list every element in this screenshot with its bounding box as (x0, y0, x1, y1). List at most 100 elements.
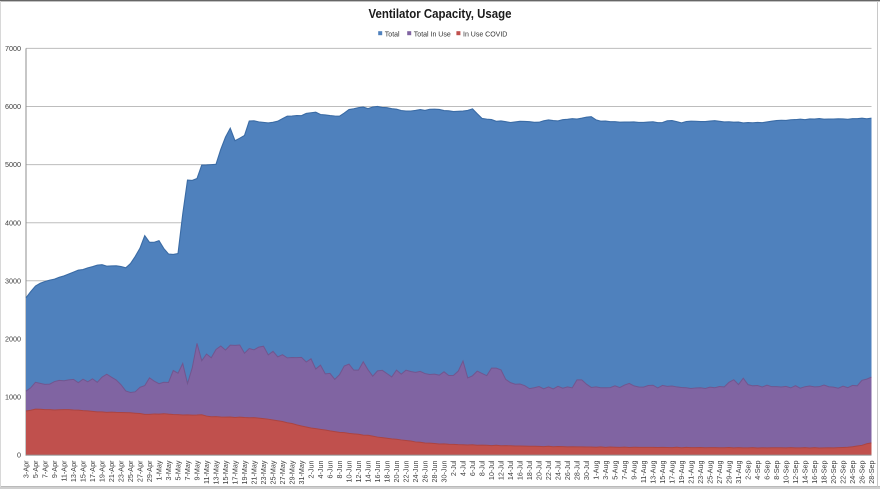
svg-text:14-Jul: 14-Jul (506, 460, 515, 480)
svg-text:4000: 4000 (5, 218, 21, 227)
svg-text:5-Aug: 5-Aug (611, 461, 620, 480)
svg-text:27-Apr: 27-Apr (136, 460, 145, 482)
svg-text:29-Aug: 29-Aug (725, 461, 734, 484)
svg-text:3000: 3000 (5, 276, 21, 285)
svg-text:24-Jul: 24-Jul (554, 460, 563, 480)
svg-text:24-Jun: 24-Jun (411, 461, 420, 483)
svg-text:18-Jul: 18-Jul (525, 460, 534, 480)
svg-text:23-Apr: 23-Apr (117, 460, 126, 482)
svg-text:14-Jun: 14-Jun (364, 461, 373, 483)
svg-text:28-Jul: 28-Jul (573, 460, 582, 480)
svg-text:8-Jul: 8-Jul (478, 460, 487, 476)
svg-text:13-May: 13-May (212, 460, 221, 484)
svg-text:13-Aug: 13-Aug (649, 461, 658, 484)
svg-text:17-Apr: 17-Apr (88, 460, 97, 482)
svg-text:18-Sep: 18-Sep (820, 461, 829, 484)
svg-text:Ventilator Capacity, Usage: Ventilator Capacity, Usage (369, 6, 512, 21)
svg-text:In Use COVID: In Use COVID (463, 31, 507, 38)
svg-text:28-Jun: 28-Jun (430, 461, 439, 483)
svg-text:5-Apr: 5-Apr (31, 460, 40, 478)
svg-text:20-Jun: 20-Jun (392, 461, 401, 483)
svg-text:17-May: 17-May (231, 460, 240, 484)
svg-text:16-Jun: 16-Jun (373, 461, 382, 483)
svg-text:20-Jul: 20-Jul (535, 460, 544, 480)
svg-text:9-Aug: 9-Aug (630, 461, 639, 480)
svg-text:22-Jun: 22-Jun (402, 461, 411, 483)
svg-text:5-May: 5-May (174, 460, 183, 480)
svg-text:10-Jun: 10-Jun (345, 461, 354, 483)
svg-text:30-Jul: 30-Jul (582, 460, 591, 480)
svg-text:6-Jun: 6-Jun (326, 461, 335, 479)
svg-text:27-May: 27-May (278, 460, 287, 484)
svg-text:28-Sep: 28-Sep (867, 461, 876, 484)
svg-text:14-Sep: 14-Sep (801, 461, 810, 484)
svg-text:13-Apr: 13-Apr (69, 460, 78, 482)
svg-text:31-May: 31-May (297, 460, 306, 484)
svg-text:11-Aug: 11-Aug (639, 461, 648, 484)
svg-text:26-Jul: 26-Jul (563, 460, 572, 480)
svg-text:16-Jul: 16-Jul (516, 460, 525, 480)
svg-text:5000: 5000 (5, 160, 21, 169)
svg-text:2-Jul: 2-Jul (449, 460, 458, 476)
svg-text:9-May: 9-May (193, 460, 202, 480)
svg-text:12-Jun: 12-Jun (354, 461, 363, 483)
svg-text:2-Jun: 2-Jun (307, 461, 316, 479)
svg-text:8-Sep: 8-Sep (772, 461, 781, 480)
svg-text:11-May: 11-May (202, 460, 211, 484)
svg-text:7-Aug: 7-Aug (620, 461, 629, 480)
svg-text:0: 0 (17, 451, 21, 460)
svg-text:3-May: 3-May (164, 460, 173, 480)
svg-text:25-Apr: 25-Apr (126, 460, 135, 482)
svg-text:19-Apr: 19-Apr (98, 460, 107, 482)
svg-text:20-Sep: 20-Sep (829, 461, 838, 484)
svg-text:21-Apr: 21-Apr (107, 460, 116, 482)
svg-text:1-Aug: 1-Aug (592, 461, 601, 480)
svg-text:2-Sep: 2-Sep (744, 461, 753, 480)
svg-text:15-Apr: 15-Apr (79, 460, 88, 482)
svg-text:21-May: 21-May (250, 460, 259, 484)
svg-text:1000: 1000 (5, 393, 21, 402)
svg-text:18-Jun: 18-Jun (383, 461, 392, 483)
svg-text:19-Aug: 19-Aug (677, 461, 686, 484)
svg-text:23-May: 23-May (259, 460, 268, 484)
svg-text:Total: Total (385, 31, 400, 38)
svg-text:31-Aug: 31-Aug (734, 461, 743, 484)
svg-text:10-Jul: 10-Jul (487, 460, 496, 480)
svg-text:16-Sep: 16-Sep (810, 461, 819, 484)
svg-text:4-Jun: 4-Jun (316, 461, 325, 479)
svg-text:25-May: 25-May (269, 460, 278, 484)
svg-text:6000: 6000 (5, 102, 21, 111)
svg-text:22-Sep: 22-Sep (839, 461, 848, 484)
svg-text:Total In Use: Total In Use (414, 31, 451, 38)
svg-text:7000: 7000 (5, 44, 21, 53)
svg-text:29-Apr: 29-Apr (145, 460, 154, 482)
svg-text:3-Apr: 3-Apr (22, 460, 31, 478)
svg-text:24-Sep: 24-Sep (848, 461, 857, 484)
svg-text:26-Sep: 26-Sep (858, 461, 867, 484)
svg-text:11-Apr: 11-Apr (60, 460, 69, 482)
svg-text:6-Sep: 6-Sep (763, 461, 772, 480)
svg-text:6-Jul: 6-Jul (468, 460, 477, 476)
svg-text:12-Jul: 12-Jul (497, 460, 506, 480)
svg-text:27-Aug: 27-Aug (715, 461, 724, 484)
svg-text:15-Aug: 15-Aug (658, 461, 667, 484)
svg-text:10-Sep: 10-Sep (782, 461, 791, 484)
svg-text:23-Aug: 23-Aug (696, 461, 705, 484)
svg-text:7-Apr: 7-Apr (41, 460, 50, 478)
svg-text:4-Jul: 4-Jul (459, 460, 468, 476)
svg-text:19-May: 19-May (240, 460, 249, 484)
svg-text:8-Jun: 8-Jun (335, 461, 344, 479)
svg-text:4-Sep: 4-Sep (753, 461, 762, 480)
svg-text:17-Aug: 17-Aug (668, 461, 677, 484)
svg-text:2000: 2000 (5, 335, 21, 344)
svg-text:15-May: 15-May (221, 460, 230, 484)
svg-text:9-Apr: 9-Apr (50, 460, 59, 478)
svg-text:7-May: 7-May (183, 460, 192, 480)
svg-text:21-Aug: 21-Aug (687, 461, 696, 484)
svg-text:29-May: 29-May (288, 460, 297, 484)
svg-text:26-Jun: 26-Jun (421, 461, 430, 483)
svg-text:3-Aug: 3-Aug (601, 461, 610, 480)
svg-text:30-Jun: 30-Jun (440, 461, 449, 483)
svg-text:12-Sep: 12-Sep (791, 461, 800, 484)
svg-text:1-May: 1-May (155, 460, 164, 480)
